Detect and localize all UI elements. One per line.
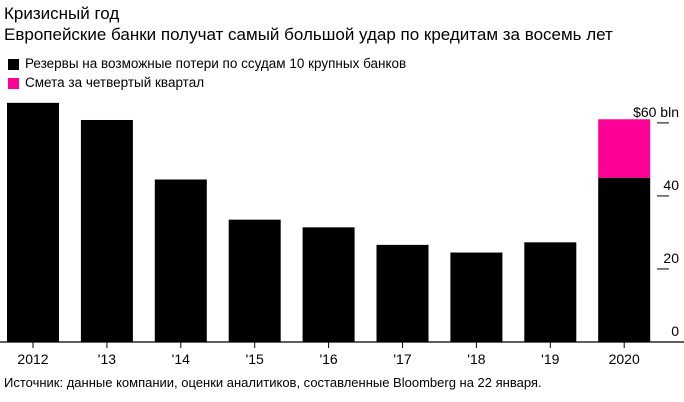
x-tick-label: 2020 xyxy=(609,351,640,367)
x-tick-label: '16 xyxy=(319,351,337,367)
bar-reserves xyxy=(80,119,133,342)
y-tick-label: 0 xyxy=(671,323,679,339)
chart-title: Кризисный год xyxy=(4,4,120,23)
bar-reserves xyxy=(228,219,281,342)
x-tick-label: '15 xyxy=(246,351,264,367)
legend-label-reserves: Резервы на возможные потери по ссудам 10… xyxy=(25,56,407,71)
bar-reserves xyxy=(376,244,429,342)
bar-reserves xyxy=(598,177,651,342)
x-tick-label: '18 xyxy=(467,351,485,367)
source-note: Источник: данные компании, оценки аналит… xyxy=(4,375,542,390)
legend-item-reserves: Резервы на возможные потери по ссудам 10… xyxy=(8,56,406,72)
legend-label-q4-estimate: Смета за четвертый квартал xyxy=(25,75,205,90)
x-tick-label: '17 xyxy=(393,351,411,367)
legend-swatch-reserves xyxy=(8,58,19,70)
bar-reserves xyxy=(7,102,59,342)
y-tick-label: 40 xyxy=(663,177,679,193)
y-tick-label: 20 xyxy=(663,250,679,266)
x-tick-label: '13 xyxy=(98,351,116,367)
legend-item-q4-estimate: Смета за четвертый квартал xyxy=(8,75,204,91)
bar-q4-estimate xyxy=(598,119,651,178)
bar-reserves xyxy=(154,179,207,342)
bar-reserves xyxy=(524,242,577,342)
bar-reserves xyxy=(302,227,355,342)
y-tick-label: $60 bln xyxy=(633,104,679,120)
x-tick-label: '14 xyxy=(172,351,190,367)
legend-swatch-q4-estimate xyxy=(8,77,19,89)
chart-subtitle: Европейские банки получат самый большой … xyxy=(4,25,613,44)
x-tick-label: 2012 xyxy=(17,351,48,367)
bar-reserves xyxy=(450,252,503,342)
x-tick-label: '19 xyxy=(541,351,559,367)
